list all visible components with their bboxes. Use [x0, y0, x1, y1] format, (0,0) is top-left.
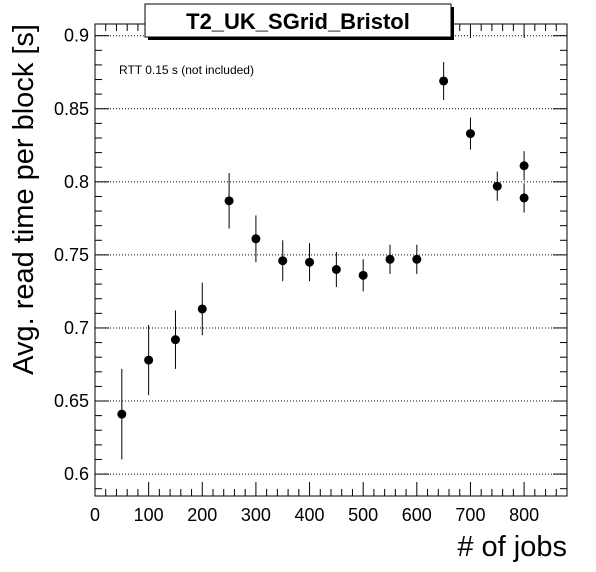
data-point — [224, 196, 234, 206]
data-point — [197, 304, 207, 314]
data-point — [385, 254, 395, 264]
data-point — [492, 181, 502, 191]
data-point — [439, 76, 449, 86]
y-tick-label: 0.7 — [64, 318, 89, 338]
chart-title: T2_UK_SGrid_Bristol — [186, 9, 410, 34]
y-tick-label: 0.6 — [64, 464, 89, 484]
data-point — [251, 234, 261, 244]
x-tick-label: 500 — [348, 505, 378, 525]
annotation-text: RTT 0.15 s (not included) — [119, 63, 254, 77]
data-point — [331, 264, 341, 274]
y-axis-label: Avg. read time per block [s] — [8, 24, 40, 375]
x-axis-label: # of jobs — [457, 531, 567, 563]
x-tick-label: 600 — [402, 505, 432, 525]
x-tick-label: 800 — [509, 505, 539, 525]
tick-labels: 0.6 0.65 0.7 0.75 0.8 0.85 0.9 0 100 200 300 400 500… — [54, 26, 539, 525]
plot-frame — [94, 23, 568, 497]
x-tick-label: 400 — [295, 505, 325, 525]
grid-lines — [95, 35, 567, 475]
data-point — [170, 335, 180, 345]
data-point — [278, 256, 288, 266]
x-tick-label: 0 — [90, 505, 100, 525]
x-tick-label: 300 — [241, 505, 271, 525]
x-tick-label: 700 — [455, 505, 485, 525]
chart-title-box: T2_UK_SGrid_Bristol — [144, 3, 454, 40]
data-point — [519, 193, 529, 203]
x-tick-label: 200 — [187, 505, 217, 525]
data-point — [117, 409, 127, 419]
data-point — [465, 129, 475, 139]
x-tick-label: 100 — [134, 505, 164, 525]
data-point — [305, 257, 315, 267]
y-tick-label: 0.9 — [64, 26, 89, 46]
axis-ticks — [94, 24, 568, 496]
y-tick-label: 0.8 — [64, 172, 89, 192]
data-point — [519, 161, 529, 171]
title-border — [144, 3, 452, 38]
data-point — [412, 254, 422, 264]
y-tick-label: 0.85 — [54, 99, 89, 119]
y-tick-label: 0.75 — [54, 245, 89, 265]
data-point — [144, 355, 154, 365]
y-tick-label: 0.65 — [54, 391, 89, 411]
data-point — [358, 270, 368, 280]
data-points — [117, 61, 529, 460]
